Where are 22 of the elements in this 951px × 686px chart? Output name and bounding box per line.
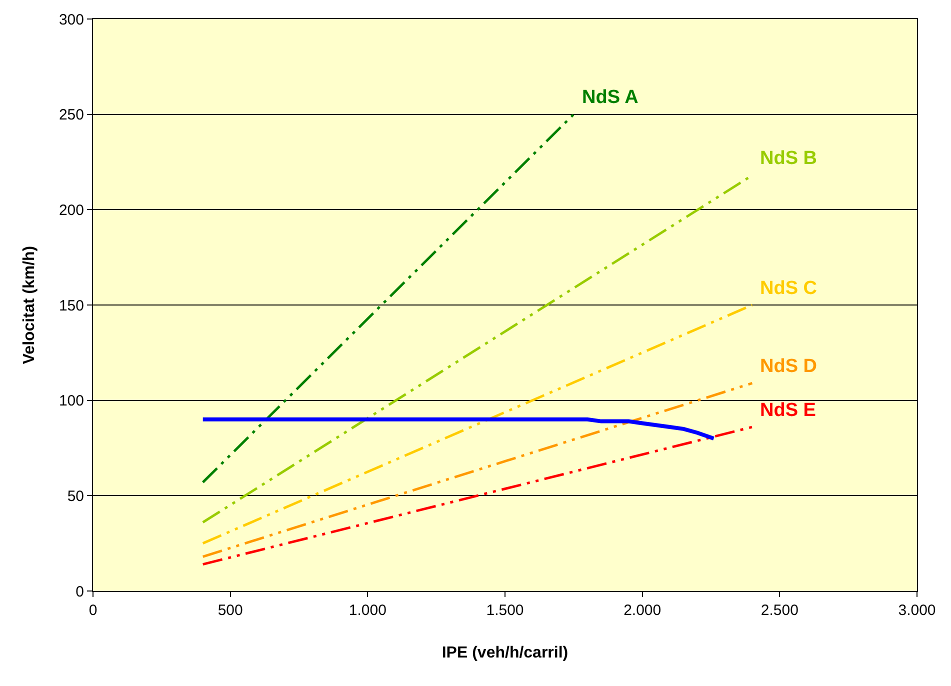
y-tick-label: 100 xyxy=(58,392,84,410)
series-label: NdS A xyxy=(582,87,639,108)
series-label: NdS C xyxy=(760,278,818,299)
y-tick-label: 200 xyxy=(58,202,84,219)
x-tick-label: 500 xyxy=(218,602,243,619)
line-series xyxy=(200,417,716,440)
series-label: NdS E xyxy=(760,400,816,421)
x-tick-label: 3.000 xyxy=(898,602,936,619)
y-tick-label: 250 xyxy=(58,106,84,124)
y-tick-label: 300 xyxy=(58,11,84,28)
y-tick-label: 50 xyxy=(67,488,84,505)
x-tick-label: 2.500 xyxy=(760,602,798,619)
x-tick-label: 0 xyxy=(88,602,98,619)
x-tick-label: 1.000 xyxy=(348,602,386,619)
x-tick-label: 1.500 xyxy=(486,602,524,619)
y-tick-label: 0 xyxy=(76,583,84,600)
x-axis-title: IPE (veh/h/carril) xyxy=(442,644,568,662)
y-tick-label: 150 xyxy=(58,297,84,314)
series-label: NdS B xyxy=(760,148,817,169)
y-axis-title: Velocitat (km/h) xyxy=(20,246,38,364)
series-label: NdS D xyxy=(760,356,817,377)
x-tick-label: 2.000 xyxy=(624,602,662,619)
